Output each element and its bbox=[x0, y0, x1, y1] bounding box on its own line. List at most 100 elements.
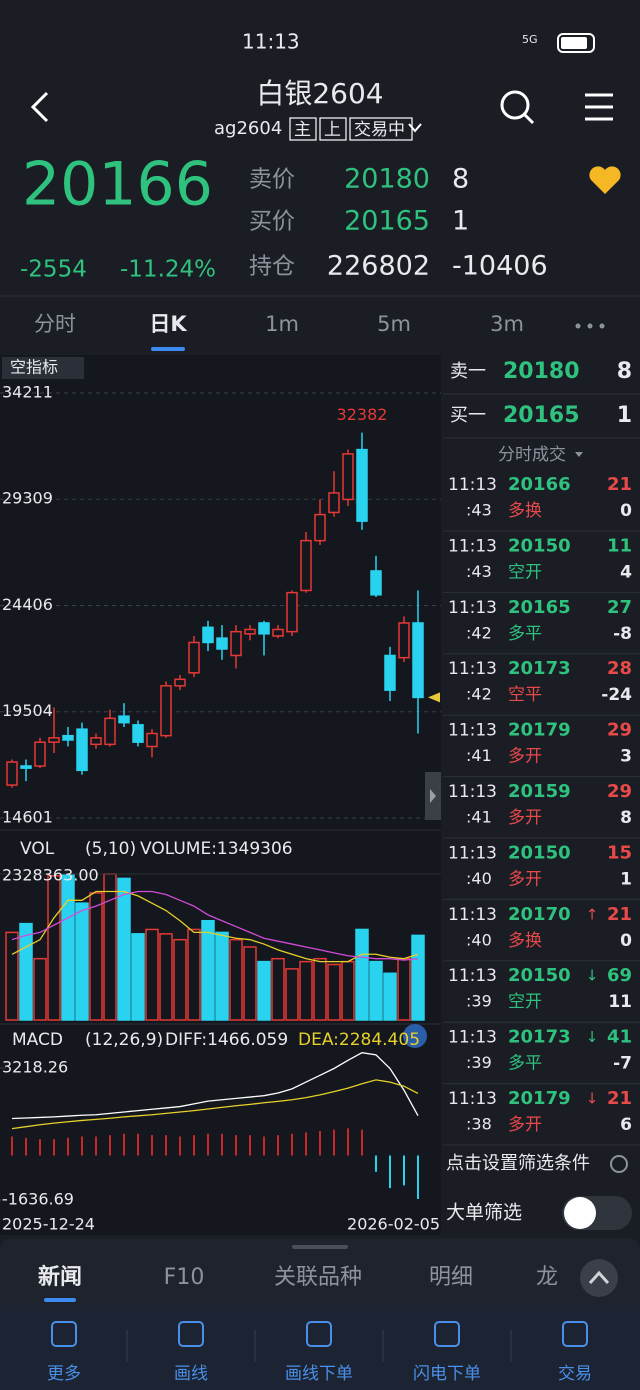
menu-button[interactable] bbox=[585, 93, 613, 121]
candle-body bbox=[342, 453, 354, 501]
vol-title: VOL bbox=[20, 839, 55, 859]
candle-body bbox=[356, 448, 368, 522]
tag-box bbox=[349, 117, 413, 141]
vol-legend: VOLUME:1349306 bbox=[140, 839, 293, 859]
trade-type: 空开 bbox=[508, 992, 542, 1012]
candle-body bbox=[314, 513, 326, 542]
tool-icon[interactable] bbox=[562, 1321, 588, 1347]
tab[interactable]: 1m bbox=[265, 312, 299, 336]
trade-change: 0 bbox=[620, 931, 632, 951]
y-tick-label: -1636.69 bbox=[2, 1190, 74, 1209]
tool-icon[interactable] bbox=[306, 1321, 332, 1347]
trade-change: -8 bbox=[613, 624, 632, 644]
back-button[interactable] bbox=[30, 91, 49, 123]
candle-body bbox=[258, 622, 270, 635]
candle-body bbox=[188, 641, 200, 674]
trade-change: 4 bbox=[620, 562, 632, 582]
candle-body bbox=[384, 654, 396, 691]
trade-type: 多换 bbox=[508, 501, 542, 521]
candle-body bbox=[244, 628, 256, 635]
news-tab[interactable]: 关联品种 bbox=[274, 1265, 362, 1290]
ma-line bbox=[11, 890, 419, 963]
trade-change: -24 bbox=[601, 685, 632, 705]
trade-type: 多开 bbox=[508, 1115, 542, 1135]
trade-type: 空平 bbox=[508, 685, 542, 705]
bottom-sheet bbox=[0, 1238, 640, 1305]
macd-params: (12,26,9) bbox=[85, 1030, 163, 1050]
volume-bar bbox=[369, 960, 383, 1021]
last-price-marker bbox=[428, 692, 440, 703]
sheet-handle[interactable] bbox=[292, 1245, 348, 1249]
candle-body bbox=[104, 717, 116, 746]
tab-indicator bbox=[151, 347, 185, 351]
charts: 34211293092440619504146013238218500<- -2… bbox=[0, 383, 441, 1234]
volume-bar bbox=[383, 972, 397, 1021]
trade-sec: :40 bbox=[466, 869, 492, 888]
volume-bar bbox=[313, 957, 327, 1021]
trade-volume: 28 bbox=[607, 658, 632, 679]
news-tab[interactable]: 明细 bbox=[429, 1265, 473, 1290]
favorite-button[interactable] bbox=[589, 166, 621, 194]
trade-volume: 27 bbox=[607, 597, 632, 618]
collapse-button[interactable] bbox=[580, 1259, 618, 1297]
ask-level-price: 20180 bbox=[503, 359, 580, 384]
tool-label[interactable]: 闪电下单 bbox=[413, 1364, 481, 1384]
candle-body bbox=[398, 622, 410, 659]
trade-panel bbox=[443, 355, 640, 1240]
trade-type: 多换 bbox=[508, 931, 542, 951]
settings-toggle[interactable] bbox=[403, 1024, 427, 1048]
dropdown-icon[interactable] bbox=[408, 123, 422, 133]
candle-body bbox=[34, 741, 46, 767]
y-tick-label: 19504 bbox=[2, 701, 53, 720]
tool-label[interactable]: 画线下单 bbox=[285, 1364, 353, 1384]
trade-time: 11:13 bbox=[448, 905, 497, 925]
tag-box bbox=[289, 117, 317, 141]
tab[interactable]: 日K bbox=[149, 312, 187, 336]
more-dot[interactable] bbox=[599, 323, 605, 329]
volume-bar bbox=[187, 928, 201, 1021]
tool-icon[interactable] bbox=[434, 1321, 460, 1347]
news-tab[interactable]: 龙 bbox=[536, 1265, 558, 1290]
trade-price: 20166 bbox=[508, 474, 571, 495]
filter-condition[interactable]: 点击设置筛选条件 bbox=[446, 1153, 590, 1174]
volume-bar bbox=[243, 946, 257, 1021]
candle-body bbox=[286, 591, 298, 633]
news-tab[interactable]: F10 bbox=[164, 1265, 205, 1290]
tool-label[interactable]: 画线 bbox=[174, 1364, 208, 1384]
candle-body bbox=[146, 732, 158, 748]
bid-price: 20165 bbox=[344, 206, 430, 237]
trade-price: 20159 bbox=[508, 781, 571, 802]
tab[interactable]: 5m bbox=[377, 312, 411, 336]
news-tabs: 新闻 F10 关联品种 明细 龙 bbox=[38, 1264, 558, 1302]
tool-icon[interactable] bbox=[51, 1321, 77, 1347]
x-tick-label: 2025-12-24 bbox=[2, 1215, 95, 1234]
volume-bar bbox=[145, 928, 159, 1021]
trade-type: 多开 bbox=[508, 747, 542, 767]
bid-level-volume: 1 bbox=[617, 403, 632, 428]
y-tick-label: 2328363.00 bbox=[2, 866, 99, 885]
tab[interactable]: 3m bbox=[490, 312, 524, 336]
tab[interactable]: 分时 bbox=[34, 312, 76, 336]
news-tab[interactable]: 新闻 bbox=[38, 1264, 82, 1290]
more-dot[interactable] bbox=[587, 323, 593, 329]
tool-label[interactable]: 更多 bbox=[47, 1364, 81, 1384]
scroll-arrow bbox=[430, 789, 436, 803]
trade-arrow: ↓ bbox=[586, 1090, 599, 1108]
x-tick-label: 2026-02-05 bbox=[347, 1215, 440, 1234]
trade-type: 多开 bbox=[508, 869, 542, 889]
ask-level-volume: 8 bbox=[617, 359, 632, 384]
tool-label[interactable]: 交易 bbox=[558, 1364, 592, 1384]
indicator-box[interactable] bbox=[2, 357, 84, 379]
trade-volume: 21 bbox=[607, 474, 632, 495]
gear-icon[interactable] bbox=[610, 1155, 628, 1173]
tool-icon[interactable] bbox=[178, 1321, 204, 1347]
volume-bar bbox=[33, 957, 47, 1021]
status-time: 11:13 bbox=[242, 30, 300, 54]
y-tick-label: 3218.26 bbox=[2, 1058, 68, 1077]
trade-sec: :43 bbox=[466, 501, 492, 520]
news-indicator bbox=[44, 1298, 76, 1302]
more-dot[interactable] bbox=[575, 323, 581, 329]
indicator-label: 空指标 bbox=[10, 358, 58, 377]
search-button[interactable] bbox=[500, 90, 530, 120]
